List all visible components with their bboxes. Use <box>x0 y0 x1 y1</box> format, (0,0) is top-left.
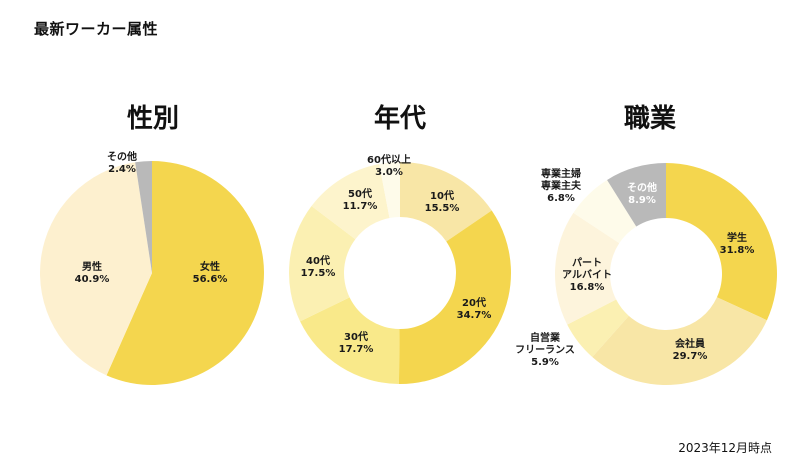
chart1-label-5-pct: 3.0% <box>375 167 403 178</box>
chart2-label-3: パートアルバイト 16.8% <box>562 257 612 293</box>
chart1-label-1-pct: 34.7% <box>457 310 492 321</box>
chart1-label-2-name: 30代 <box>344 330 368 343</box>
chart2-slice-3 <box>555 212 620 325</box>
chart2-label-1: 会社員 29.7% <box>673 337 708 362</box>
chart1-slice-2 <box>300 297 400 384</box>
chart2-label-1-name: 会社員 <box>675 337 705 350</box>
chart2-label-3-name: パート <box>572 257 602 269</box>
chart1-label-3-name: 40代 <box>306 254 330 267</box>
chart2-slice-1 <box>592 297 767 385</box>
footnote-date: 2023年12月時点 <box>678 441 772 455</box>
chart0-slice-2 <box>135 161 152 273</box>
chart0-label-2-name: その他 <box>107 150 137 163</box>
chart1-slice-3 <box>289 205 356 322</box>
chart2-label-5-pct: 8.9% <box>628 195 656 206</box>
chart1-label-4-name: 50代 <box>348 187 372 200</box>
chart2-slice-0 <box>666 163 777 321</box>
chart2-label-2-name: フリーランス <box>515 344 575 356</box>
page-title: 最新ワーカー属性 <box>34 20 159 38</box>
chart2-slice-5 <box>607 163 666 227</box>
chart0-label-0-name: 女性 <box>200 260 220 273</box>
chart1-label-1-name: 20代 <box>462 296 486 309</box>
chart0-label-2: その他 2.4% <box>107 150 137 175</box>
chart1-label-4-pct: 11.7% <box>343 201 378 212</box>
chart2-label-1-pct: 29.7% <box>673 351 708 362</box>
chart0-slice-0 <box>106 161 264 385</box>
chart2-label-5-name: その他 <box>627 181 657 194</box>
chart1-label-0-name: 10代 <box>430 189 454 202</box>
chart-title-occupation: 職業 <box>623 104 676 134</box>
chart0-label-1: 男性 40.9% <box>75 260 110 285</box>
chart0-label-0-pct: 56.6% <box>193 274 228 285</box>
chart0-slice-1 <box>39 162 152 376</box>
chart-title-age: 年代 <box>373 104 426 134</box>
chart1-label-3: 40代 17.5% <box>301 254 336 279</box>
chart1-label-2: 30代 17.7% <box>339 330 374 355</box>
chart1-label-5: 60代以上 3.0% <box>367 153 411 178</box>
chart1-label-0: 10代 15.5% <box>425 189 460 214</box>
chart2-label-4: 専業主婦専業主夫 6.8% <box>541 167 582 204</box>
chart1-label-0-pct: 15.5% <box>425 203 460 214</box>
chart0-label-1-name: 男性 <box>82 260 102 273</box>
chart2-label-2-pct: 5.9% <box>531 357 559 368</box>
chart1-label-5-name: 60代以上 <box>367 153 411 166</box>
chart2-label-0-name: 学生 <box>727 231 747 244</box>
chart2-label-3-name: アルバイト <box>562 269 612 281</box>
chart2-label-4-pct: 6.8% <box>547 193 575 204</box>
chart0-label-1-pct: 40.9% <box>75 274 110 285</box>
chart2-label-0: 学生 31.8% <box>720 231 755 256</box>
chart2-label-5: その他 8.9% <box>627 181 657 206</box>
chart1-label-4: 50代 11.7% <box>343 187 378 212</box>
chart2-label-3-pct: 16.8% <box>570 282 605 293</box>
chart2-label-0-pct: 31.8% <box>720 245 755 256</box>
chart2-label-2-name: 自営業 <box>530 331 561 344</box>
chart2-label-2: 自営業フリーランス 5.9% <box>515 331 575 368</box>
chart0-label-2-pct: 2.4% <box>108 164 136 175</box>
chart1-slice-1 <box>398 210 511 385</box>
chart2-label-4-name: 専業主夫 <box>541 179 582 192</box>
chart1-slice-5 <box>379 162 400 218</box>
chart2-slice-2 <box>567 299 629 357</box>
chart2-label-4-name: 専業主婦 <box>541 167 581 180</box>
chart1-label-3-pct: 17.5% <box>301 268 336 279</box>
chart0-label-0: 女性 56.6% <box>193 260 228 285</box>
chart1-label-2-pct: 17.7% <box>339 344 374 355</box>
chart1-slice-4 <box>311 163 390 240</box>
chart1-slice-0 <box>400 162 492 242</box>
chart1-label-1: 20代 34.7% <box>457 296 492 321</box>
chart2-slice-4 <box>573 179 637 244</box>
chart-title-gender: 性別 <box>126 104 179 134</box>
